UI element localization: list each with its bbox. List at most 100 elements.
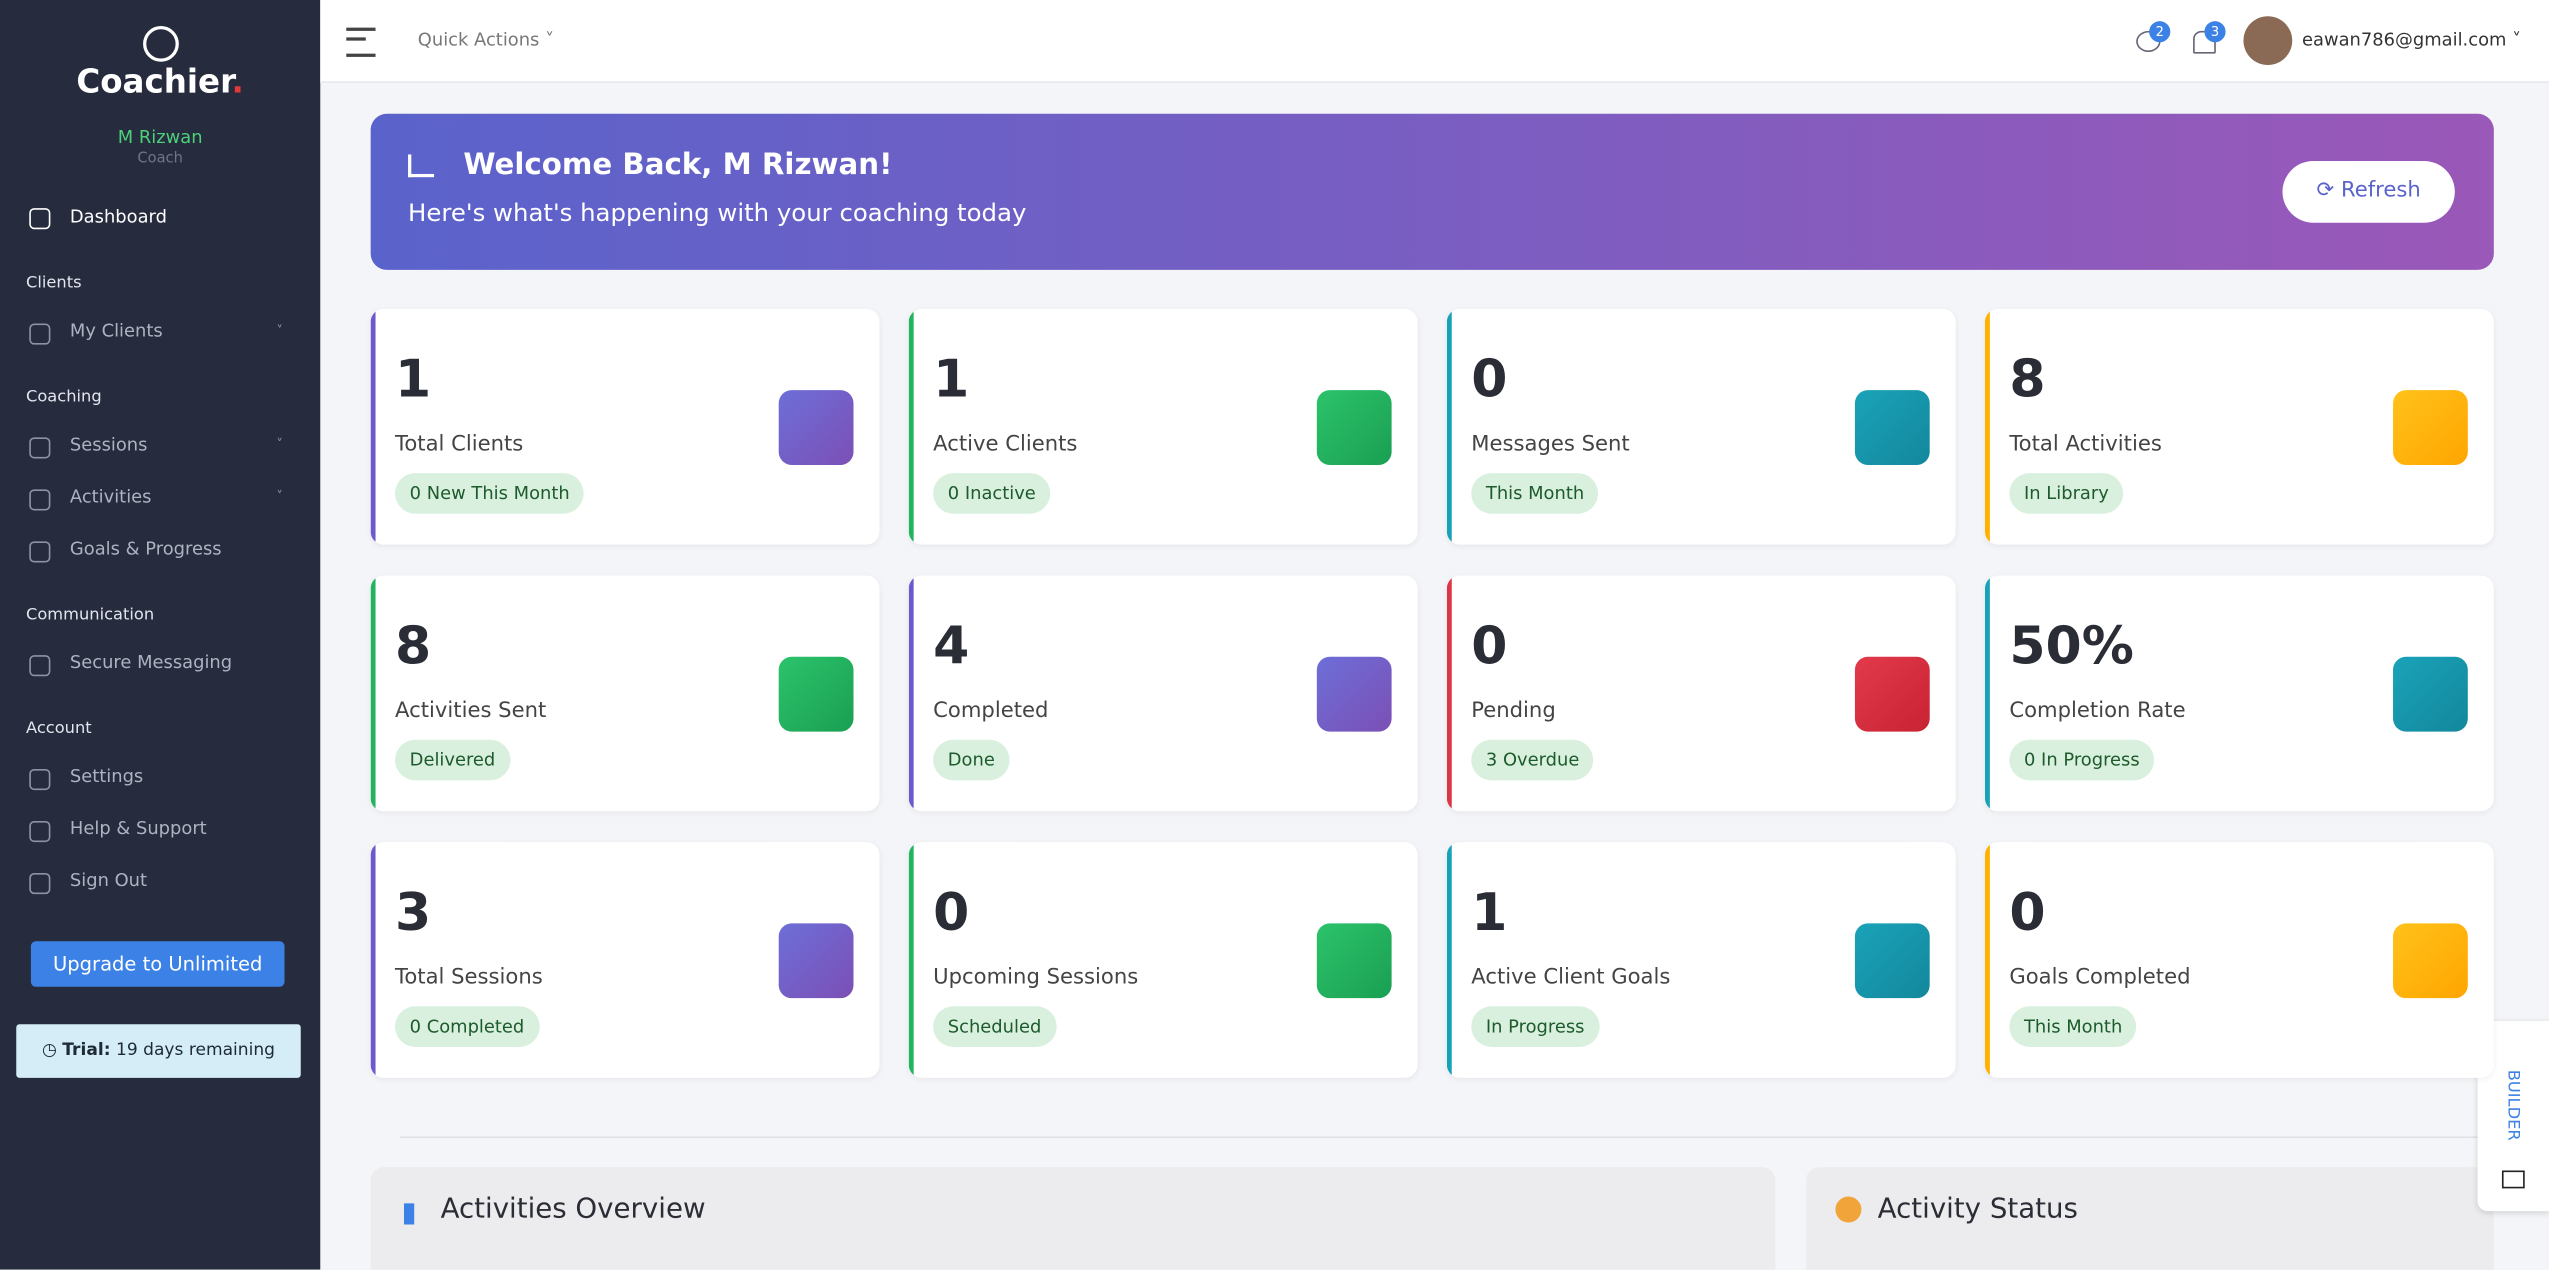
nav-icon [29, 489, 51, 511]
upgrade-button[interactable]: Upgrade to Unlimited [30, 941, 285, 987]
chart-icon [408, 154, 435, 178]
card-label: Goals Completed [2009, 965, 2191, 991]
nav-icon [29, 768, 51, 791]
quick-actions-label: Quick Actions [417, 29, 540, 51]
nav-item[interactable]: Sign Out [69, 869, 148, 891]
stat-card: 3 Total Sessions 0 Completed [370, 842, 880, 1078]
stat-card: 4 Completed Done [908, 575, 1418, 812]
card-accent [1984, 842, 1990, 1078]
card-badge: This Month [1471, 473, 1599, 514]
stat-card: 50% Completion Rate 0 In Progress [1984, 575, 2494, 812]
brand-dot: . [231, 61, 244, 101]
brand: Coachier. [0, 62, 320, 101]
chevron: ˅ [276, 323, 283, 339]
sidebar: Coachier. M Rizwan Coach Dashboard Upgra… [0, 0, 321, 1270]
nav-item[interactable]: Settings [69, 765, 144, 787]
nav-item[interactable]: Help & Support [69, 817, 207, 839]
activities-overview-panel: ▮ Activities Overview [370, 1167, 1776, 1270]
builder-label: BUILDER [2503, 1069, 2522, 1141]
card-label: Total Sessions [395, 965, 543, 991]
nav-icon [29, 437, 51, 459]
chevron: ˅ [276, 437, 283, 452]
card-value: 1 [395, 347, 432, 410]
card-icon [1316, 390, 1392, 465]
card-badge: Scheduled [933, 1006, 1056, 1047]
activity-status-panel: Activity Status [1806, 1167, 2494, 1270]
card-icon [778, 923, 854, 999]
card-value: 3 [395, 881, 432, 943]
card-badge: 0 In Progress [2009, 739, 2155, 781]
card-badge: In Progress [1471, 1006, 1600, 1047]
card-value: 8 [2009, 347, 2046, 410]
card-label: Total Clients [395, 432, 524, 457]
card-accent [1446, 842, 1452, 1078]
card-accent [370, 842, 376, 1078]
banner-title: Welcome Back, M Rizwan! [463, 147, 893, 183]
card-badge: 3 Overdue [1471, 739, 1594, 781]
card-label: Pending [1471, 699, 1556, 724]
stat-card: 0 Goals Completed This Month [1984, 842, 2494, 1078]
nav-icon [29, 541, 51, 563]
card-accent [908, 842, 914, 1078]
user-menu[interactable]: eawan786@gmail.com ˅ [2301, 29, 2522, 51]
nav-icon [29, 820, 51, 843]
messages-count: 2 [2149, 21, 2171, 43]
user-name: M Rizwan [117, 126, 203, 148]
banner-subtitle: Here's what's happening with your coachi… [408, 198, 1027, 228]
quick-actions[interactable]: Quick Actions ˅ [417, 29, 555, 51]
card-accent [908, 308, 914, 545]
nav-icon [29, 323, 51, 345]
card-label: Active Clients [933, 432, 1078, 457]
stat-card: 8 Total Activities In Library [1984, 308, 2494, 545]
nav-heading: Account [26, 720, 92, 739]
card-value: 1 [933, 347, 970, 410]
trial-box: ◷ Trial: 19 days remaining [16, 1024, 301, 1078]
nav-item[interactable]: Goals & Progress [69, 538, 222, 560]
card-icon [1854, 923, 1930, 999]
home-icon [29, 208, 51, 230]
nav-item[interactable]: Activities [69, 486, 152, 508]
menu-toggle[interactable] [346, 27, 376, 57]
stat-card: 0 Upcoming Sessions Scheduled [908, 842, 1418, 1078]
card-value: 50% [2009, 614, 2134, 677]
nav-item[interactable]: My Clients [69, 320, 163, 342]
user-role: Coach [137, 151, 183, 168]
avatar[interactable] [2243, 16, 2293, 66]
card-badge: 0 New This Month [395, 473, 585, 514]
card-badge: 0 Inactive [933, 473, 1051, 514]
nav-icon [29, 655, 51, 677]
card-accent [1984, 308, 1990, 545]
panel-title: Activities Overview [440, 1193, 706, 1226]
card-label: Completed [933, 699, 1049, 724]
card-accent [370, 308, 376, 545]
user-email: eawan786@gmail.com [2301, 29, 2507, 51]
bar-icon: ▮ [401, 1196, 417, 1230]
card-value: 0 [2009, 881, 2046, 943]
nav-heading: Coaching [26, 388, 102, 407]
card-icon [1316, 656, 1392, 732]
panel-title: Activity Status [1877, 1193, 2078, 1226]
card-label: Active Client Goals [1471, 965, 1671, 991]
card-label: Total Activities [2009, 432, 2162, 457]
card-icon [2393, 656, 2468, 732]
stat-card: 0 Messages Sent This Month [1446, 308, 1956, 545]
stat-card: 0 Pending 3 Overdue [1446, 575, 1956, 812]
nav-item[interactable]: Secure Messaging [69, 651, 233, 674]
card-value: 8 [395, 614, 432, 677]
refresh-button[interactable]: ⟳ Refresh [2282, 160, 2455, 223]
card-label: Upcoming Sessions [933, 965, 1139, 991]
pie-icon [1835, 1196, 1862, 1223]
stat-card: 1 Active Client Goals In Progress [1446, 842, 1956, 1078]
card-icon [1854, 656, 1930, 732]
card-value: 0 [1471, 614, 1508, 677]
card-accent [1446, 308, 1452, 545]
trial-label: Trial: [62, 1040, 111, 1060]
nav-item[interactable]: Dashboard [69, 206, 167, 228]
stat-card: 1 Active Clients 0 Inactive [908, 308, 1418, 545]
divider [399, 1136, 2494, 1138]
nav-item[interactable]: Sessions [69, 434, 148, 456]
card-icon [778, 656, 854, 732]
welcome-banner: Welcome Back, M Rizwan! Here's what's ha… [370, 113, 2494, 270]
stat-card: 8 Activities Sent Delivered [370, 575, 880, 812]
